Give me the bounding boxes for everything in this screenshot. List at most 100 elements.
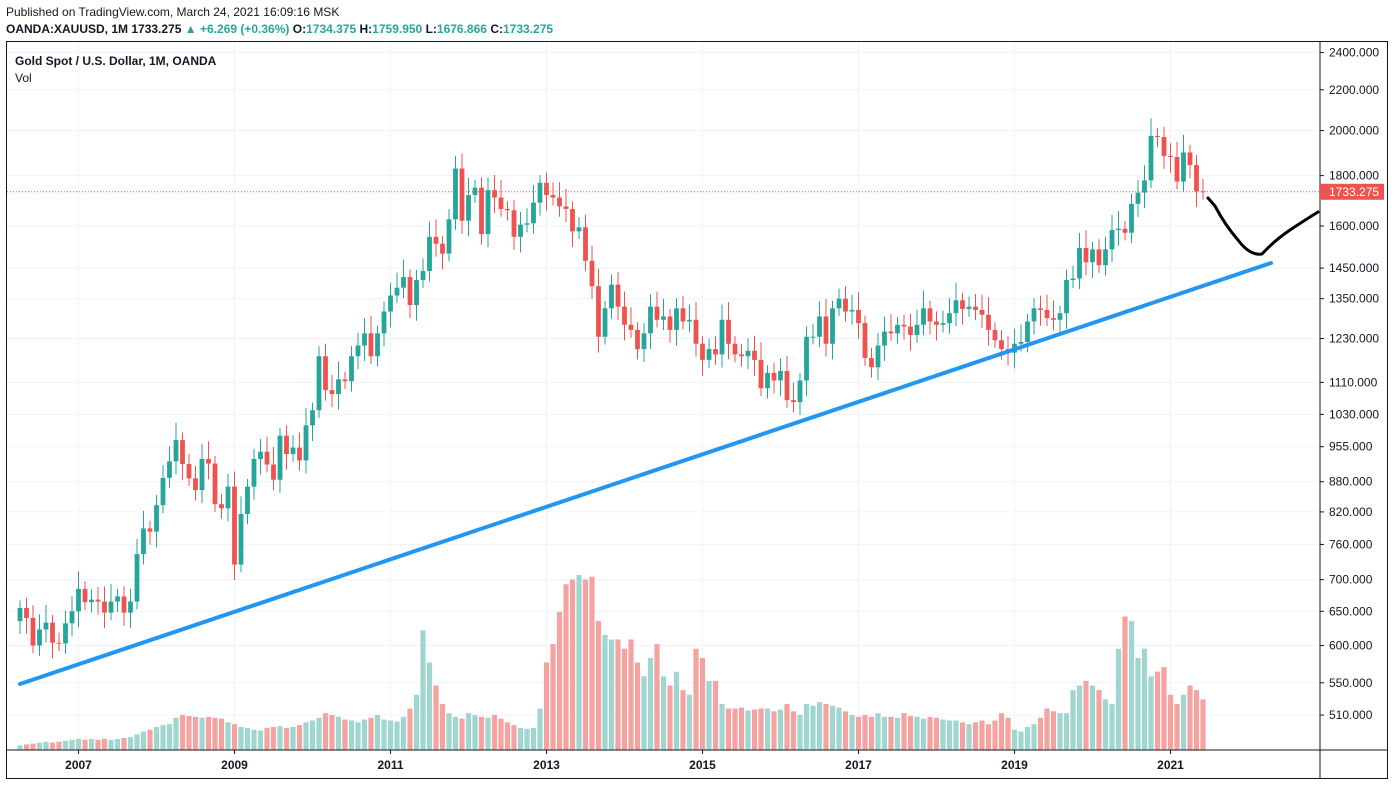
volume-bar [316,717,322,750]
volume-bar [1102,699,1109,750]
candle-body [921,308,926,325]
candle-body [1174,157,1180,182]
candle-body [63,623,68,644]
volume-bar [868,716,875,750]
volume-bar [225,722,231,750]
candle-body [342,379,348,382]
volume-bar [628,639,634,750]
volume-bar [764,708,771,750]
candle-body [336,379,341,395]
candle-body [427,236,432,272]
candle-body [1181,152,1186,182]
candle-body [251,459,257,487]
volume-bar [1050,711,1057,750]
candle-body [232,486,237,565]
volume-bar [758,708,764,750]
candle-body [193,478,198,491]
candle-body [206,459,211,464]
candle-body [433,236,439,244]
volume-bar [114,738,121,750]
candle-body [466,195,471,221]
volume-bar [576,575,582,750]
change-arrow-icon: ▲ [184,22,197,36]
price-axis[interactable]: 2400.000 2200.000 2000.000 1800.000 1600.000… [1319,42,1384,779]
candle-body [810,336,816,338]
candle-body [732,343,738,355]
volume-bar [446,713,452,750]
volume-bar [387,720,394,750]
volume-bar [303,722,309,750]
candle-body [30,617,36,646]
candle-body [557,197,562,207]
candle-body [966,306,972,309]
trendline[interactable] [18,261,1273,686]
volume-bar [602,634,608,750]
x-tick-label: 2009 [221,758,248,772]
y-tick-label: 2000.000 [1329,124,1379,138]
candle-body [888,331,894,334]
volume-bar [894,717,901,750]
candle-body [167,461,172,478]
volume-bar [75,738,82,750]
candle-body [1031,308,1037,322]
volume-bar [192,716,199,750]
candle-body [238,514,244,565]
volume-bar [784,703,790,750]
candle-body [388,295,393,312]
candle-body [518,224,523,237]
volume-bar [270,726,277,750]
volume-bar [394,721,400,750]
candle-body [453,168,458,220]
volume-bar [1005,717,1011,750]
volume-bar [654,644,660,750]
volume-bar [979,720,985,750]
volume-bar [1057,713,1063,750]
candle-body [160,477,166,506]
candle-body [960,300,965,309]
candle-body [973,306,978,310]
volume-bar [1115,648,1122,750]
projection-drawing[interactable] [1206,196,1320,256]
candle-body [947,313,952,324]
volume-bar [218,718,225,750]
candle-body [511,210,517,237]
volume-bar [361,719,368,750]
candle-body [992,329,998,341]
volume-bars [17,575,1206,750]
candle-body [862,323,868,359]
y-tick-label: 2200.000 [1329,83,1379,97]
candle-body [1103,249,1108,266]
volume-bar [166,724,173,750]
volume-bar [1128,621,1135,750]
volume-bar [511,725,517,750]
candle-body [563,206,569,209]
volume-bar [491,715,498,750]
volume-bar [1018,731,1024,750]
volume-bar [725,708,732,750]
volume-bar [686,694,693,750]
volume-bar [205,716,212,750]
candle-body [121,596,127,613]
volume-bar [465,713,472,750]
volume-bar [914,716,920,750]
volume-bar [829,705,836,750]
volume-bar [1044,708,1050,750]
time-axis[interactable]: 2007 2009 2011 2013 2015 2017 2019 2021 [7,749,1387,772]
chart-frame[interactable] [6,41,1388,779]
y-tick-label: 700.000 [1329,573,1373,587]
volume-bar [1063,713,1070,750]
candle-body [141,528,146,555]
volume-bar [940,719,946,750]
volume-bar [140,731,147,750]
symbol-label[interactable]: OANDA:XAUUSD, 1M [6,22,129,36]
volume-bar [875,713,881,750]
volume-bar [1193,690,1200,750]
volume-bar [1154,671,1161,750]
volume-bar [901,713,907,750]
volume-bar [1167,694,1174,750]
volume-bar [413,694,420,750]
volume-bar [1122,616,1128,750]
published-caption: Published on TradingView.com, March 24, … [6,5,340,19]
volume-bar [608,639,615,750]
